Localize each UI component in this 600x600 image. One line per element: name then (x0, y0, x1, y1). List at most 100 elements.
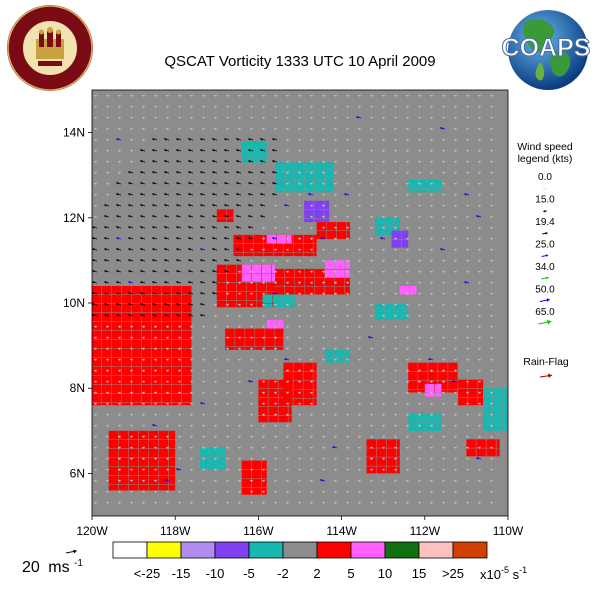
vorticity-cell-5-10 (132, 402, 142, 406)
wind-vector (176, 225, 182, 229)
vorticity-cell-5-10 (303, 234, 313, 244)
vorticity-cell-5-10 (132, 357, 142, 367)
vorticity-cell-5-10 (225, 337, 235, 347)
vorticity-cell-neg-2-5 (374, 226, 385, 235)
vorticity-cell-5-10 (486, 448, 496, 457)
wind-vector (417, 358, 422, 362)
wind-vector (189, 490, 194, 494)
wind-vector (441, 479, 446, 483)
wind-vector (405, 402, 410, 406)
wind-vector (333, 369, 338, 373)
wind-vector (224, 269, 230, 273)
wind-vector (453, 446, 458, 450)
wind-vector (381, 116, 386, 120)
vorticity-cell-5-10 (261, 478, 267, 488)
wind-vector (177, 347, 182, 351)
wind-vector (285, 446, 290, 450)
vorticity-cell-5-10 (315, 268, 325, 278)
wind-vector (237, 413, 242, 417)
wind-vector (345, 413, 350, 417)
wind-vector (225, 446, 230, 450)
wind-vector (105, 369, 110, 373)
wind-vector (345, 160, 350, 164)
vorticity-cell-neg-2-5 (493, 388, 503, 397)
wind-vector (489, 215, 494, 219)
wind-vector (189, 479, 194, 483)
wind-vector (105, 446, 110, 450)
wind-vector (177, 116, 182, 120)
wind-vector (285, 149, 290, 153)
wind-vector (117, 358, 122, 362)
wind-vector (393, 358, 398, 362)
wind-vector (333, 358, 338, 362)
wind-vector (429, 303, 434, 307)
wind-vector (201, 336, 206, 340)
wind-vector (237, 358, 242, 362)
wind-vector (117, 116, 122, 120)
wind-vector (105, 105, 110, 109)
wind-vector (177, 94, 182, 98)
wind-vector (249, 336, 254, 340)
vorticity-cell-5-10 (152, 393, 162, 403)
wind-vector (213, 424, 218, 428)
vorticity-cell-neg-2-5 (241, 150, 252, 159)
vorticity-cell-neg-2-5 (325, 171, 334, 180)
wind-vector (441, 193, 446, 197)
wind-vector (213, 116, 218, 120)
wind-vector (285, 501, 290, 505)
wind-vector (213, 468, 218, 472)
vorticity-cell-neg-2-5 (285, 171, 295, 180)
wind-vector (405, 259, 410, 263)
vorticity-cell-neg-2-5 (210, 456, 220, 466)
vorticity-cell-5-10 (216, 218, 227, 223)
wind-vector (453, 248, 458, 252)
vorticity-cell-5-10 (152, 303, 162, 313)
wind-vector (489, 94, 494, 98)
wind-vector (417, 127, 422, 131)
wind-vector (152, 148, 158, 152)
wind-vector (237, 490, 242, 494)
wind-vector (249, 358, 254, 362)
vorticity-cell-neg-2-5 (305, 189, 315, 193)
wind-vector (489, 380, 494, 384)
wind-vector (465, 303, 470, 307)
y-tick-label: 8N (70, 381, 85, 395)
vorticity-cell-5-10 (122, 375, 132, 385)
wind-vector (116, 236, 122, 240)
vorticity-cell-5-10 (112, 348, 122, 358)
vorticity-cell-10-15 (334, 269, 345, 278)
vorticity-cell-5-10 (142, 393, 152, 403)
vorticity-cell-5-10 (102, 357, 112, 367)
vorticity-cell-5-10 (258, 415, 268, 423)
vorticity-cell-5-10 (172, 384, 182, 394)
wind-vector (333, 402, 338, 406)
vorticity-cell-neg-2-5 (483, 397, 493, 406)
vorticity-cell-5-10 (268, 388, 278, 398)
wind-vector (357, 325, 362, 329)
wind-vector (189, 336, 194, 340)
x-tick-label: 116W (243, 524, 274, 538)
wind-vector (117, 402, 122, 406)
wind-vector (189, 380, 194, 384)
vorticity-cell-neg-2-5 (428, 413, 438, 423)
vorticity-cell-5-10 (478, 397, 484, 406)
wind-vector (237, 457, 242, 461)
wind-vector (201, 446, 206, 450)
wind-vector (381, 402, 386, 406)
vorticity-cell-5-10 (152, 312, 162, 322)
wind-vector (297, 468, 302, 472)
vorticity-cell-neg-2-5 (493, 424, 503, 431)
vorticity-cell-5-10 (132, 321, 142, 331)
wind-vector (381, 336, 386, 340)
wind-vector (477, 226, 482, 230)
wind-vector (321, 303, 326, 307)
wind-vector (297, 149, 302, 153)
wind-vector (405, 94, 410, 98)
wind-vector (93, 468, 98, 472)
wind-vector (213, 369, 218, 373)
vorticity-cell-neg-2-5 (503, 388, 508, 397)
wind-vector (237, 435, 242, 439)
vorticity-cell-neg-5-10 (401, 239, 409, 248)
wind-vector (272, 170, 278, 174)
vorticity-cell-neg-2-5 (503, 415, 508, 424)
